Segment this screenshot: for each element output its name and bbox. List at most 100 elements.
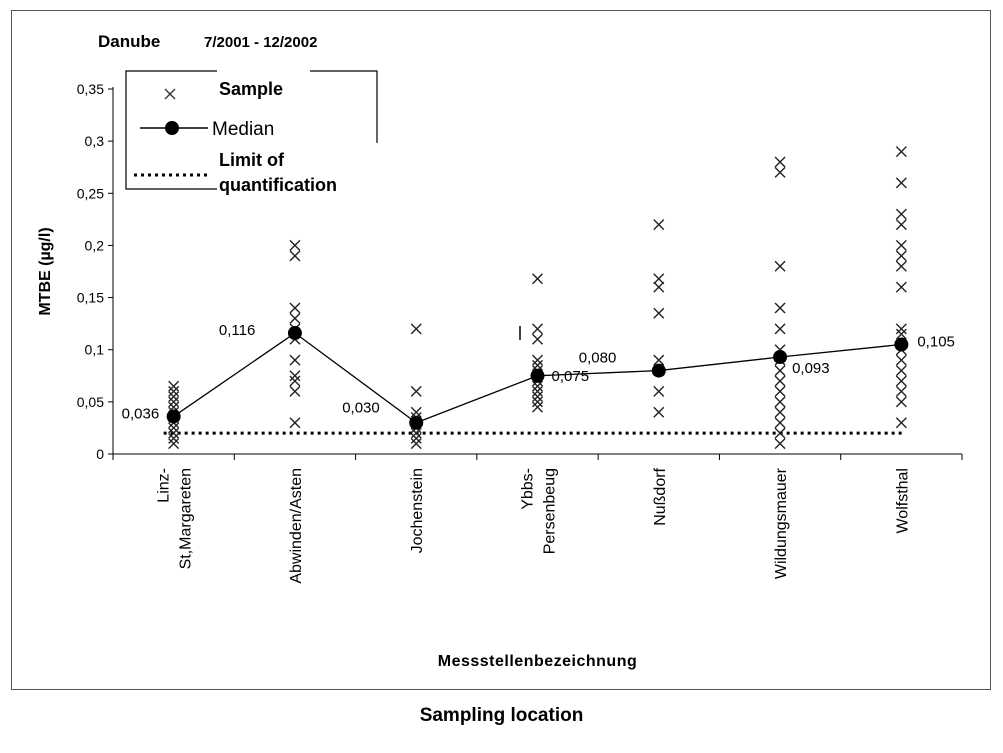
legend-sample-mark-b <box>164 88 176 100</box>
sample-mark-b <box>168 438 180 450</box>
sample-point <box>895 396 907 408</box>
sample-point <box>895 328 907 340</box>
y-tick-label: 0 <box>96 446 104 462</box>
sample-point <box>289 417 301 429</box>
y-axis-title-group: MTBE (µg/l) <box>37 227 54 315</box>
sample-point <box>532 401 543 413</box>
sample-point <box>895 354 907 366</box>
sample-point <box>774 302 786 314</box>
sample-mark-b <box>774 406 786 418</box>
sample-mark-b <box>410 385 422 397</box>
median-label: 0,105 <box>917 334 955 351</box>
sample-mark-b <box>895 260 907 272</box>
sample-mark-b <box>895 417 907 429</box>
x-tick-label-group: Nußdorf <box>652 467 669 525</box>
sample-mark-b <box>168 422 180 434</box>
chart-title: Danube <box>98 32 160 51</box>
sample-point <box>895 375 907 387</box>
sample-mark-b <box>168 385 180 397</box>
sample-point <box>774 427 786 439</box>
median-label: 0,036 <box>122 405 160 422</box>
sample-mark-b <box>653 273 665 285</box>
sample-point <box>168 380 180 392</box>
legend: Sample Median Limit of quantification <box>125 70 378 195</box>
sample-point <box>895 417 907 429</box>
sample-point <box>532 359 543 371</box>
sample-mark-b <box>532 391 543 403</box>
x-tick-label: Linz- <box>156 468 173 503</box>
sample-point <box>289 312 301 324</box>
sample-point <box>289 354 301 366</box>
sample-mark-b <box>289 385 301 397</box>
median-point <box>651 363 666 378</box>
sample-mark-b <box>289 417 301 429</box>
sample-point <box>532 391 543 403</box>
sample-mark-b <box>653 406 665 418</box>
sample-point <box>289 370 301 382</box>
sample-mark-b <box>895 354 907 366</box>
sample-point <box>168 438 180 450</box>
sample-mark-b <box>289 354 301 366</box>
chart-svg: 0 0,05 0,1 0,15 0,2 0,25 0,3 0,35 Linz- St,Margar… <box>37 32 963 670</box>
x-tick-label: Abwinden/Asten <box>288 468 305 584</box>
sample-point <box>653 354 665 366</box>
sample-point <box>774 365 786 377</box>
sample-mark-b <box>774 375 786 387</box>
sample-mark-b <box>774 166 786 178</box>
sample-point <box>653 406 665 418</box>
sample-point <box>774 385 786 397</box>
median-label: 0,093 <box>792 360 830 377</box>
y-tick-label: 0,15 <box>77 290 104 306</box>
sample-point <box>774 375 786 387</box>
sample-mark-b <box>895 375 907 387</box>
sample-point <box>410 323 422 335</box>
sample-point <box>410 432 422 444</box>
sample-mark-b <box>410 432 422 444</box>
median-label: 0,030 <box>342 400 380 417</box>
sample-mark-b <box>895 208 907 220</box>
sample-mark-b <box>168 427 180 439</box>
median-label: 0,080 <box>579 350 617 367</box>
sample-point <box>895 281 907 293</box>
sample-mark-b <box>895 396 907 408</box>
legend-median-dot <box>165 121 179 135</box>
sample-mark-b <box>410 438 422 450</box>
median-point <box>773 350 788 365</box>
sample-point <box>168 385 180 397</box>
sample-mark-b <box>774 260 786 272</box>
sample-point <box>289 239 301 251</box>
sample-point <box>774 156 786 168</box>
legend-sample-label: Sample <box>219 79 283 99</box>
sample-point <box>410 438 422 450</box>
median-point <box>287 326 302 341</box>
sample-point <box>168 432 180 444</box>
sample-point <box>653 219 665 231</box>
sample-point <box>653 273 665 285</box>
sample-mark-b <box>532 396 543 408</box>
x-tick-label-group: Abwinden/Asten <box>288 468 305 584</box>
x-tick-label-group: Jochenstein <box>409 468 426 553</box>
chart-frame: 0 0,05 0,1 0,15 0,2 0,25 0,3 0,35 Linz- St,Margar… <box>11 10 991 690</box>
sample-mark-b <box>774 396 786 408</box>
sample-mark-b <box>895 365 907 377</box>
sample-mark-b <box>653 307 665 319</box>
sample-mark-b <box>168 432 180 444</box>
sample-point <box>774 260 786 272</box>
sample-mark-b <box>895 177 907 189</box>
sample-point <box>532 333 543 345</box>
sample-point <box>895 177 907 189</box>
x-tick-label: Wolfsthal <box>894 468 911 534</box>
caption: Sampling location <box>419 705 584 726</box>
x-tick-label: St,Margareten <box>178 468 195 569</box>
sample-mark-b <box>774 438 786 450</box>
sample-mark-b <box>895 146 907 158</box>
sample-mark-b <box>168 380 180 392</box>
sample-point <box>532 396 543 408</box>
sample-mark-b <box>289 312 301 324</box>
sample-mark-b <box>895 250 907 262</box>
sample-mark-b <box>895 281 907 293</box>
sample-point <box>289 385 301 397</box>
sample-mark-b <box>774 323 786 335</box>
sample-point <box>653 307 665 319</box>
sample-point <box>774 438 786 450</box>
